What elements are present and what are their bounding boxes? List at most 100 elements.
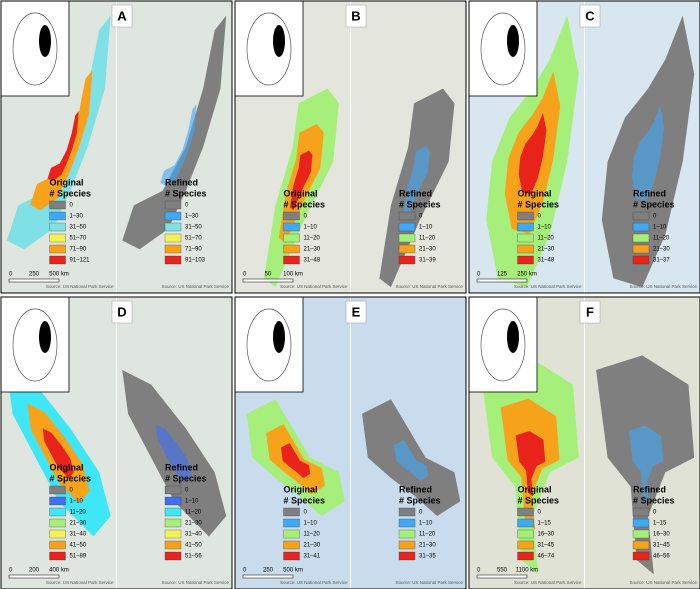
range-area — [403, 146, 430, 216]
scale-bar — [242, 278, 294, 283]
map: Refined# Species 0 1–10 11–20 21–30 31–37 Sour… — [584, 0, 700, 294]
legend-title: Refined — [399, 188, 432, 198]
scale-label: 400 km — [49, 568, 69, 574]
legend-swatch — [283, 211, 300, 221]
legend-label: 16–30 — [653, 532, 670, 538]
legend-title: Refined — [633, 188, 666, 198]
legend-swatch — [398, 233, 416, 243]
legend-subtitle: # Species — [399, 199, 441, 209]
legend-swatch — [283, 540, 300, 550]
legend-label: 11–20 — [419, 532, 436, 538]
legend-swatch — [164, 233, 182, 243]
range-area — [289, 150, 313, 211]
legend-swatch — [517, 507, 534, 517]
legend-swatch — [164, 540, 182, 550]
legend-label: 0 — [185, 203, 189, 209]
legend-swatch — [517, 255, 534, 265]
panel-letter: A — [117, 8, 127, 23]
legend-swatch — [632, 529, 650, 539]
panel-letter-box — [579, 300, 601, 324]
legend-label: 31–45 — [653, 543, 670, 549]
legend-swatch — [517, 222, 534, 232]
legend-label: 21–30 — [538, 247, 555, 253]
map: Refined# Species 0 1–10 11–20 21–30 31–39 Sour… — [350, 0, 467, 294]
legend-label: 31–41 — [304, 554, 321, 560]
legend-swatch — [283, 529, 300, 539]
scale-label: 200 — [29, 568, 40, 574]
scale-label: 250 km — [517, 272, 537, 278]
panel-border — [468, 296, 700, 589]
legend-swatch — [164, 200, 182, 210]
legend-label: 46–74 — [538, 554, 555, 560]
legend-label: 0 — [185, 488, 189, 494]
legend-swatch — [632, 518, 650, 528]
legend-label: 31–39 — [419, 258, 436, 264]
legend-label: 21–30 — [419, 247, 436, 253]
legend-title: Original — [518, 188, 552, 198]
legend-swatch — [164, 211, 182, 221]
legend-subtitle: # Species — [50, 188, 92, 198]
legend-label: 0 — [419, 510, 423, 516]
legend-swatch — [49, 485, 66, 495]
legend-label: 21–30 — [304, 543, 321, 549]
legend-swatch — [49, 507, 66, 517]
legend-subtitle: # Species — [50, 473, 92, 483]
map: Original# Species 0 1–10 11–20 21–30 31–48 Sou… — [468, 0, 585, 294]
legend-swatch — [632, 244, 650, 254]
inset-range — [507, 25, 519, 57]
range-area — [393, 440, 429, 481]
legend-label: 0 — [70, 488, 74, 494]
map: Refined# Species 0 1–10 11–20 21–30 31–35 Sour… — [350, 296, 467, 589]
scale-bar — [242, 574, 294, 579]
inset-land — [246, 308, 292, 382]
legend-label: 31–40 — [70, 532, 87, 538]
legend-swatch — [49, 540, 66, 550]
legend-label: 21–30 — [70, 521, 87, 527]
legend-subtitle: # Species — [518, 495, 560, 505]
panel-border — [0, 296, 233, 589]
scale-label: 250 — [29, 272, 40, 278]
legend-swatch — [164, 518, 182, 528]
scale-label: 250 — [263, 568, 274, 574]
legend-swatch — [632, 255, 650, 265]
legend-swatch — [49, 255, 66, 265]
legend-swatch — [283, 244, 300, 254]
legend-swatch — [632, 551, 650, 561]
legend-swatch — [49, 222, 66, 232]
legend-swatch — [632, 507, 650, 517]
legend-swatch — [398, 244, 416, 254]
legend-label: 31–45 — [538, 543, 555, 549]
legend-label: 46–56 — [653, 554, 670, 560]
legend-swatch — [517, 551, 534, 561]
range-area — [280, 443, 311, 479]
scale-label: 125 — [497, 272, 508, 278]
source-note: Source: US National Park Service — [46, 284, 114, 289]
legend-label: 11–20 — [70, 510, 87, 516]
panel-letter-box — [345, 300, 367, 324]
inset-land — [12, 308, 58, 382]
range-area — [160, 104, 197, 186]
legend-label: 51–89 — [70, 554, 87, 560]
legend-label: 41–50 — [185, 543, 202, 549]
scale-bar — [8, 278, 60, 283]
panel-letter: B — [351, 8, 360, 23]
legend-swatch — [517, 518, 534, 528]
range-area — [42, 428, 74, 479]
legend-label: 1–10 — [70, 499, 84, 505]
legend-label: 0 — [419, 214, 423, 220]
legend-label: 51–70 — [185, 236, 202, 242]
legend-label: 71–90 — [70, 247, 87, 253]
scale-label: 0 — [477, 272, 481, 278]
legend-subtitle: # Species — [284, 199, 326, 209]
legend-swatch — [283, 233, 300, 243]
panel: Original# Species01–1011–2021–3031–48Sou… — [234, 0, 467, 294]
legend-label: 31–50 — [70, 225, 87, 231]
legend-label: 1–30 — [185, 214, 199, 220]
scale-label: 0 — [9, 272, 13, 278]
legend-label: 41–50 — [70, 543, 87, 549]
legend-swatch — [283, 222, 300, 232]
legend-swatch — [49, 529, 66, 539]
legend-label: 11–20 — [185, 510, 202, 516]
legend-label: 0 — [653, 510, 657, 516]
scale-label: 100 km — [283, 272, 303, 278]
